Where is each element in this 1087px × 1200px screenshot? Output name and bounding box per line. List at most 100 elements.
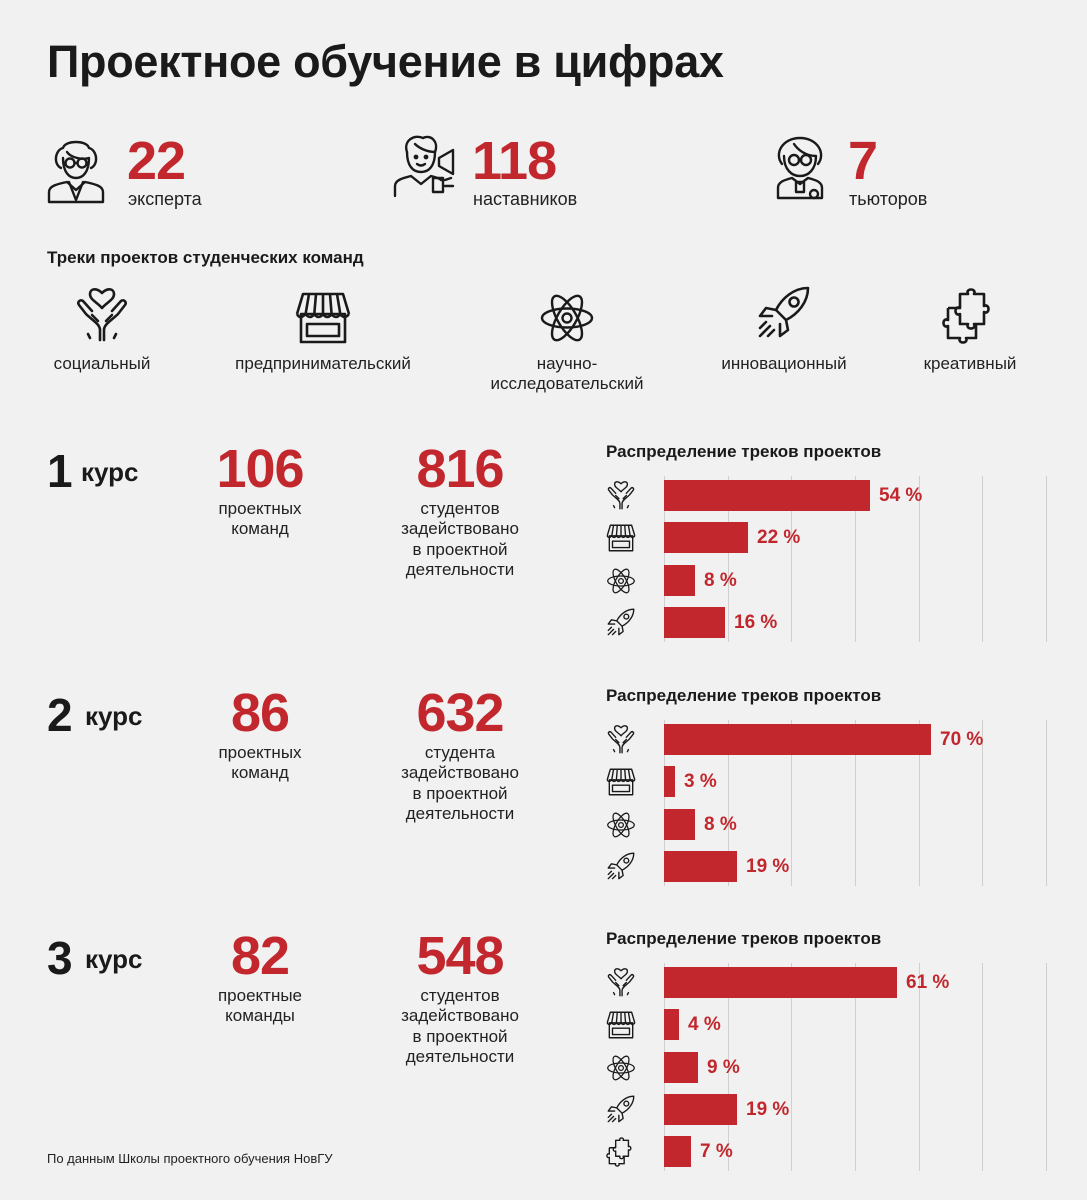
atom-icon xyxy=(604,809,638,841)
expert-icon xyxy=(45,138,107,204)
data-label: 19 % xyxy=(746,1099,790,1120)
gridline xyxy=(855,720,856,886)
gridline xyxy=(919,476,920,642)
rocket-icon xyxy=(604,607,638,639)
rocket-icon xyxy=(604,851,638,883)
atom-icon xyxy=(535,288,599,348)
bar xyxy=(664,522,748,553)
gridline xyxy=(1046,963,1047,1172)
bar xyxy=(664,480,870,511)
course-word: курс xyxy=(85,701,143,731)
shop-icon xyxy=(291,288,355,348)
tracks-title: Треки проектов студенческих команд xyxy=(47,248,364,267)
experts-label: эксперта xyxy=(128,189,202,209)
bar xyxy=(664,1136,691,1167)
gridline xyxy=(791,963,792,1172)
bar xyxy=(664,1009,679,1040)
data-label: 16 % xyxy=(734,612,778,633)
gridline xyxy=(1046,476,1047,642)
teams-label: проектные команды xyxy=(217,986,303,1026)
data-label: 7 % xyxy=(700,1141,733,1162)
distribution-title: Распределение треков проектов xyxy=(606,929,882,948)
teams-label: проектных команд xyxy=(218,499,302,539)
shop-icon xyxy=(604,766,638,798)
shop-icon xyxy=(604,1009,638,1041)
gridline xyxy=(982,963,983,1172)
gridline xyxy=(728,476,729,642)
tutor-icon xyxy=(770,134,832,200)
students-count: 632 xyxy=(416,683,504,743)
atom-icon xyxy=(604,565,638,597)
heart-hands-icon xyxy=(604,724,638,756)
puzzle-icon xyxy=(604,1136,638,1168)
data-label: 54 % xyxy=(879,485,923,506)
course-word: курс xyxy=(81,457,139,487)
rocket-icon xyxy=(752,284,816,344)
mentors-label: наставников xyxy=(473,189,578,209)
gridline xyxy=(728,963,729,1172)
bar xyxy=(664,1094,737,1125)
shop-icon xyxy=(604,522,638,554)
teams-count: 82 xyxy=(230,926,290,986)
bar xyxy=(664,967,897,998)
heart-hands-icon xyxy=(70,286,134,346)
bar xyxy=(664,565,695,596)
mentors-count: 118 xyxy=(472,131,557,191)
students-count: 816 xyxy=(416,439,504,499)
page-title: Проектное обучение в цифрах xyxy=(47,36,724,87)
students-count: 548 xyxy=(416,926,504,986)
gridline xyxy=(919,963,920,1172)
track-label-research: научно-исследовательский xyxy=(490,354,644,393)
bar xyxy=(664,724,931,755)
heart-hands-icon xyxy=(604,480,638,512)
track-label-creative: креативный xyxy=(923,354,1017,373)
bar xyxy=(664,851,737,882)
course-word: курс xyxy=(85,944,143,974)
atom-icon xyxy=(604,1052,638,1084)
mentor-megaphone-icon xyxy=(393,132,455,198)
track-label-innovation: инновационный xyxy=(721,354,847,373)
tutors-count: 7 xyxy=(848,131,878,191)
track-label-social: социальный xyxy=(53,354,151,373)
students-label: студента задействовано в проектной деятельн… xyxy=(401,743,519,824)
course-number: 3 xyxy=(47,932,73,984)
gridline xyxy=(855,476,856,642)
gridline xyxy=(664,720,665,886)
tutors-label: тьюторов xyxy=(849,189,928,209)
bar xyxy=(664,607,725,638)
rocket-icon xyxy=(604,1094,638,1126)
students-label: студентов задействовано в проектной деятель… xyxy=(401,986,519,1067)
data-label: 4 % xyxy=(688,1014,721,1035)
source-note: По данным Школы проектного обучения НовГ… xyxy=(47,1151,333,1166)
course-number: 1 xyxy=(47,445,73,497)
gridline xyxy=(791,476,792,642)
data-label: 22 % xyxy=(757,527,801,548)
data-label: 8 % xyxy=(704,814,737,835)
puzzle-icon xyxy=(938,286,1002,346)
data-label: 3 % xyxy=(684,771,717,792)
bar xyxy=(664,766,675,797)
gridline xyxy=(791,720,792,886)
experts-count: 22 xyxy=(127,131,186,191)
data-label: 9 % xyxy=(707,1057,740,1078)
gridline xyxy=(664,476,665,642)
gridline xyxy=(728,720,729,886)
heart-hands-icon xyxy=(604,967,638,999)
data-label: 8 % xyxy=(704,570,737,591)
students-label: студентов задействовано в проектной деятель… xyxy=(401,499,519,580)
distribution-title: Распределение треков проектов xyxy=(606,442,882,461)
course-number: 2 xyxy=(47,689,73,741)
gridline xyxy=(855,963,856,1172)
data-label: 61 % xyxy=(906,972,950,993)
bar xyxy=(664,809,695,840)
data-label: 70 % xyxy=(940,729,984,750)
teams-count: 86 xyxy=(230,683,290,743)
gridline xyxy=(982,720,983,886)
gridline xyxy=(919,720,920,886)
data-label: 19 % xyxy=(746,856,790,877)
teams-count: 106 xyxy=(216,439,304,499)
bar xyxy=(664,1052,698,1083)
teams-label: проектных команд xyxy=(218,743,302,783)
track-label-business: предпринимательский xyxy=(235,354,411,373)
gridline xyxy=(1046,720,1047,886)
